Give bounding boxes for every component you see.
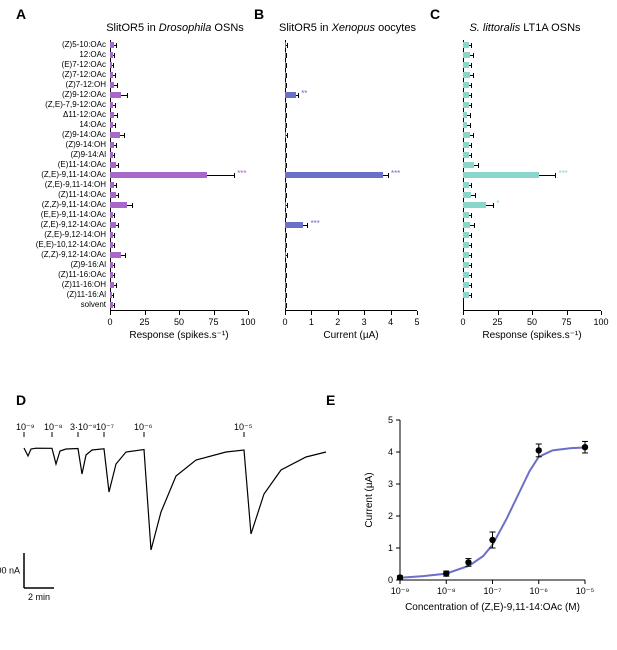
compound-label: (Z)7-12:OAc (0, 70, 106, 80)
bar (110, 172, 207, 178)
compound-label: Δ11-12:OAc (0, 110, 106, 120)
compound-label: 12:OAc (0, 50, 106, 60)
bar (463, 132, 470, 138)
panel-d-label: D (16, 392, 26, 408)
compound-label: (Z,E)-9,11-14:OAc (0, 170, 106, 180)
significance-marker: *** (558, 169, 567, 179)
panel-c-chart: ****0255075100Response (spikes.s⁻¹) (463, 40, 603, 330)
bar (463, 172, 539, 178)
panel-b-title: SlitOR5 in Xenopus oocytes (270, 22, 425, 34)
panel-d-chart: 10⁻⁹10⁻⁸3·10⁻⁸10⁻⁷10⁻⁶10⁻⁵500 nA2 min (16, 420, 326, 600)
x-axis-label: Concentration of (Z,E)-9,11-14:OAc (M) (405, 602, 580, 613)
compound-label: (Z,E)-9,12-14:OH (0, 230, 106, 240)
panel-a-title: SlitOR5 in Drosophila OSNs (100, 22, 250, 34)
compound-label: (Z)9-14:Al (0, 150, 106, 160)
svg-text:3: 3 (388, 479, 393, 489)
compound-label: (Z)7-12:OH (0, 80, 106, 90)
bar (463, 222, 470, 228)
compound-label: (E)11-14:OAc (0, 160, 106, 170)
x-axis-label: Response (spikes.s⁻¹) (463, 330, 601, 341)
svg-text:10⁻⁶: 10⁻⁶ (530, 586, 549, 596)
compound-label: (E,E)-10,12-14:OAc (0, 240, 106, 250)
concentration-label: 3·10⁻⁸ (70, 422, 97, 432)
current-trace (24, 448, 326, 550)
bar (285, 222, 303, 228)
compound-label: (Z,Z)-9,11-14:OAc (0, 200, 106, 210)
compound-label: (Z)5-10:OAc (0, 40, 106, 50)
svg-text:10⁻⁸: 10⁻⁸ (437, 586, 456, 596)
scale-h-label: 2 min (28, 592, 50, 602)
bar (463, 192, 471, 198)
significance-marker: ** (301, 89, 307, 99)
svg-text:0: 0 (388, 575, 393, 585)
significance-marker: *** (310, 219, 319, 229)
panel-e-label: E (326, 392, 335, 408)
compound-label: (Z)9-14:OAc (0, 130, 106, 140)
significance-marker: *** (237, 169, 246, 179)
y-axis-label: Current (µA) (364, 472, 375, 527)
bar (285, 172, 383, 178)
significance-marker: * (496, 199, 499, 209)
data-point (582, 444, 588, 450)
svg-text:10⁻⁵: 10⁻⁵ (576, 586, 595, 596)
compound-label: (Z,E)-7,9-12:OAc (0, 100, 106, 110)
bar (463, 52, 470, 58)
panel-b-chart: ********012345Current (µA) (285, 40, 420, 330)
panel-b-label: B (254, 6, 264, 22)
compound-label: (Z)11-16:OAc (0, 270, 106, 280)
x-axis-label: Response (spikes.s⁻¹) (110, 330, 248, 341)
svg-text:4: 4 (388, 447, 393, 457)
bar (463, 72, 470, 78)
panel-a-chart: ***0255075100Response (spikes.s⁻¹) (110, 40, 250, 330)
compound-label: solvent (0, 300, 106, 310)
concentration-label: 10⁻⁹ (16, 422, 35, 432)
concentration-label: 10⁻⁷ (96, 422, 114, 432)
svg-text:1: 1 (388, 543, 393, 553)
compound-label: (Z)11-14:OAc (0, 190, 106, 200)
x-axis-label: Current (µA) (285, 330, 417, 341)
bar (110, 132, 120, 138)
fit-curve (400, 448, 585, 578)
svg-text:5: 5 (388, 415, 393, 425)
bar (110, 92, 121, 98)
bar (463, 202, 486, 208)
compound-label: (Z)9-14:OH (0, 140, 106, 150)
data-point (536, 447, 542, 453)
concentration-label: 10⁻⁸ (44, 422, 63, 432)
bar (110, 252, 121, 258)
svg-text:2: 2 (388, 511, 393, 521)
data-point (489, 537, 495, 543)
figure: A B C D E SlitOR5 in Drosophila OSNs Sli… (0, 0, 617, 650)
concentration-label: 10⁻⁵ (234, 422, 253, 432)
compound-label: 14:OAc (0, 120, 106, 130)
compound-label: (Z,E)-9,12-14:OAc (0, 220, 106, 230)
svg-text:10⁻⁹: 10⁻⁹ (391, 586, 410, 596)
panel-c-title: S. littoralis LT1A OSNs (450, 22, 600, 34)
data-point (397, 574, 403, 580)
bar (463, 162, 474, 168)
compound-labels: (Z)5-10:OAc12:OAc(E)7-12:OAc(Z)7-12:OAc(… (0, 40, 108, 310)
concentration-label: 10⁻⁶ (134, 422, 153, 432)
significance-marker: *** (391, 169, 400, 179)
compound-label: (Z)11-16:Al (0, 290, 106, 300)
data-point (465, 559, 471, 565)
bar (110, 202, 127, 208)
svg-text:10⁻⁷: 10⁻⁷ (483, 586, 501, 596)
compound-label: (Z)9-12:OAc (0, 90, 106, 100)
panel-e-chart: 0 1 2 3 4 5 10⁻⁹ 10⁻⁸ 10⁻⁷ 10⁻⁶ 10⁻⁵ Current (µA) Co… (360, 412, 600, 622)
scale-v-label: 500 nA (0, 566, 20, 576)
compound-label: (E,E)-9,11-14:OAc (0, 210, 106, 220)
bar (285, 92, 296, 98)
compound-label: (E)7-12:OAc (0, 60, 106, 70)
panel-c-label: C (430, 6, 440, 22)
compound-label: (Z)9-16:Al (0, 260, 106, 270)
panel-a-label: A (16, 6, 26, 22)
compound-label: (Z,E)-9,11-14:OH (0, 180, 106, 190)
compound-label: (Z)11-16:OH (0, 280, 106, 290)
data-point (443, 570, 449, 576)
compound-label: (Z,Z)-9,12-14:OAc (0, 250, 106, 260)
